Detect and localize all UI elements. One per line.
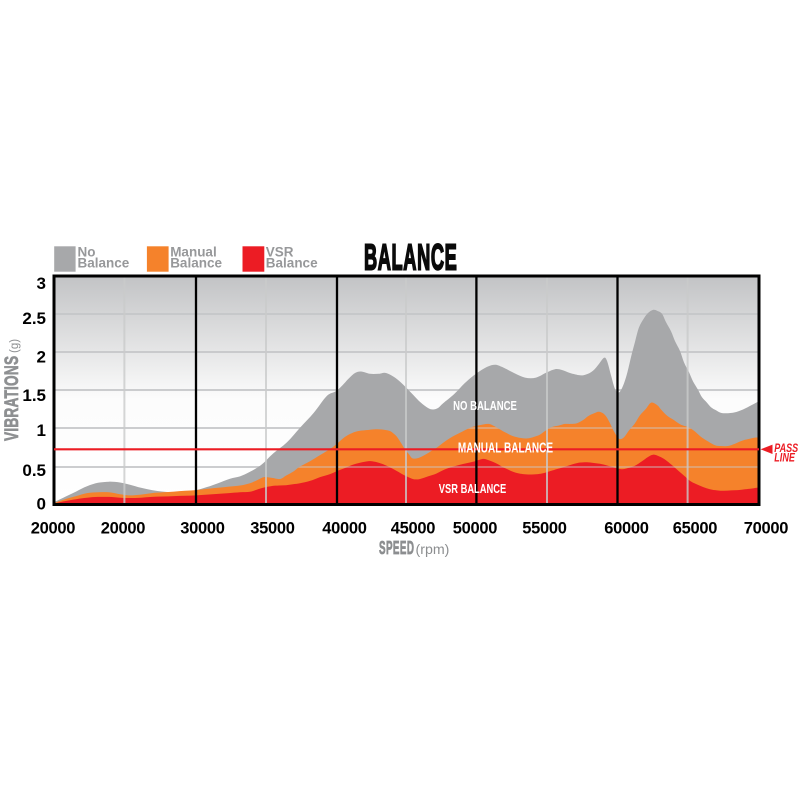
- svg-text:(g): (g): [9, 339, 21, 353]
- svg-text:55000: 55000: [522, 520, 567, 538]
- svg-text:Balance: Balance: [266, 256, 318, 271]
- svg-text:Manual: Manual: [170, 245, 217, 260]
- svg-text:3: 3: [37, 274, 46, 293]
- svg-text:PASS: PASS: [774, 442, 799, 456]
- svg-text:SPEED: SPEED: [379, 539, 414, 559]
- svg-text:60000: 60000: [604, 520, 649, 538]
- svg-text:45000: 45000: [391, 520, 436, 538]
- svg-text:50000: 50000: [453, 520, 498, 538]
- svg-text:VSR: VSR: [266, 245, 294, 260]
- svg-text:MANUAL BALANCE: MANUAL BALANCE: [458, 439, 553, 457]
- svg-text:20000: 20000: [101, 520, 146, 538]
- svg-text:2: 2: [37, 348, 46, 367]
- svg-text:1.5: 1.5: [22, 386, 46, 405]
- svg-text:65000: 65000: [673, 520, 718, 538]
- svg-text:0.5: 0.5: [22, 461, 46, 480]
- svg-text:Balance: Balance: [78, 256, 130, 271]
- svg-text:NO BALANCE: NO BALANCE: [453, 400, 517, 414]
- svg-text:No: No: [78, 245, 96, 260]
- svg-text:1: 1: [37, 421, 46, 440]
- svg-text:BALANCE: BALANCE: [364, 238, 457, 278]
- svg-text:35000: 35000: [250, 520, 295, 538]
- svg-text:2.5: 2.5: [22, 309, 46, 328]
- svg-text:LINE: LINE: [774, 451, 795, 465]
- svg-text:30000: 30000: [180, 520, 225, 538]
- svg-text:VIBRATIONS: VIBRATIONS: [1, 356, 23, 441]
- svg-text:40000: 40000: [322, 520, 367, 538]
- svg-text:Balance: Balance: [170, 256, 222, 271]
- svg-text:0: 0: [37, 495, 46, 514]
- svg-text:20000: 20000: [31, 520, 76, 538]
- svg-text:70000: 70000: [744, 520, 789, 538]
- svg-text:VSR BALANCE: VSR BALANCE: [439, 483, 507, 497]
- svg-text:(rpm): (rpm): [416, 542, 450, 558]
